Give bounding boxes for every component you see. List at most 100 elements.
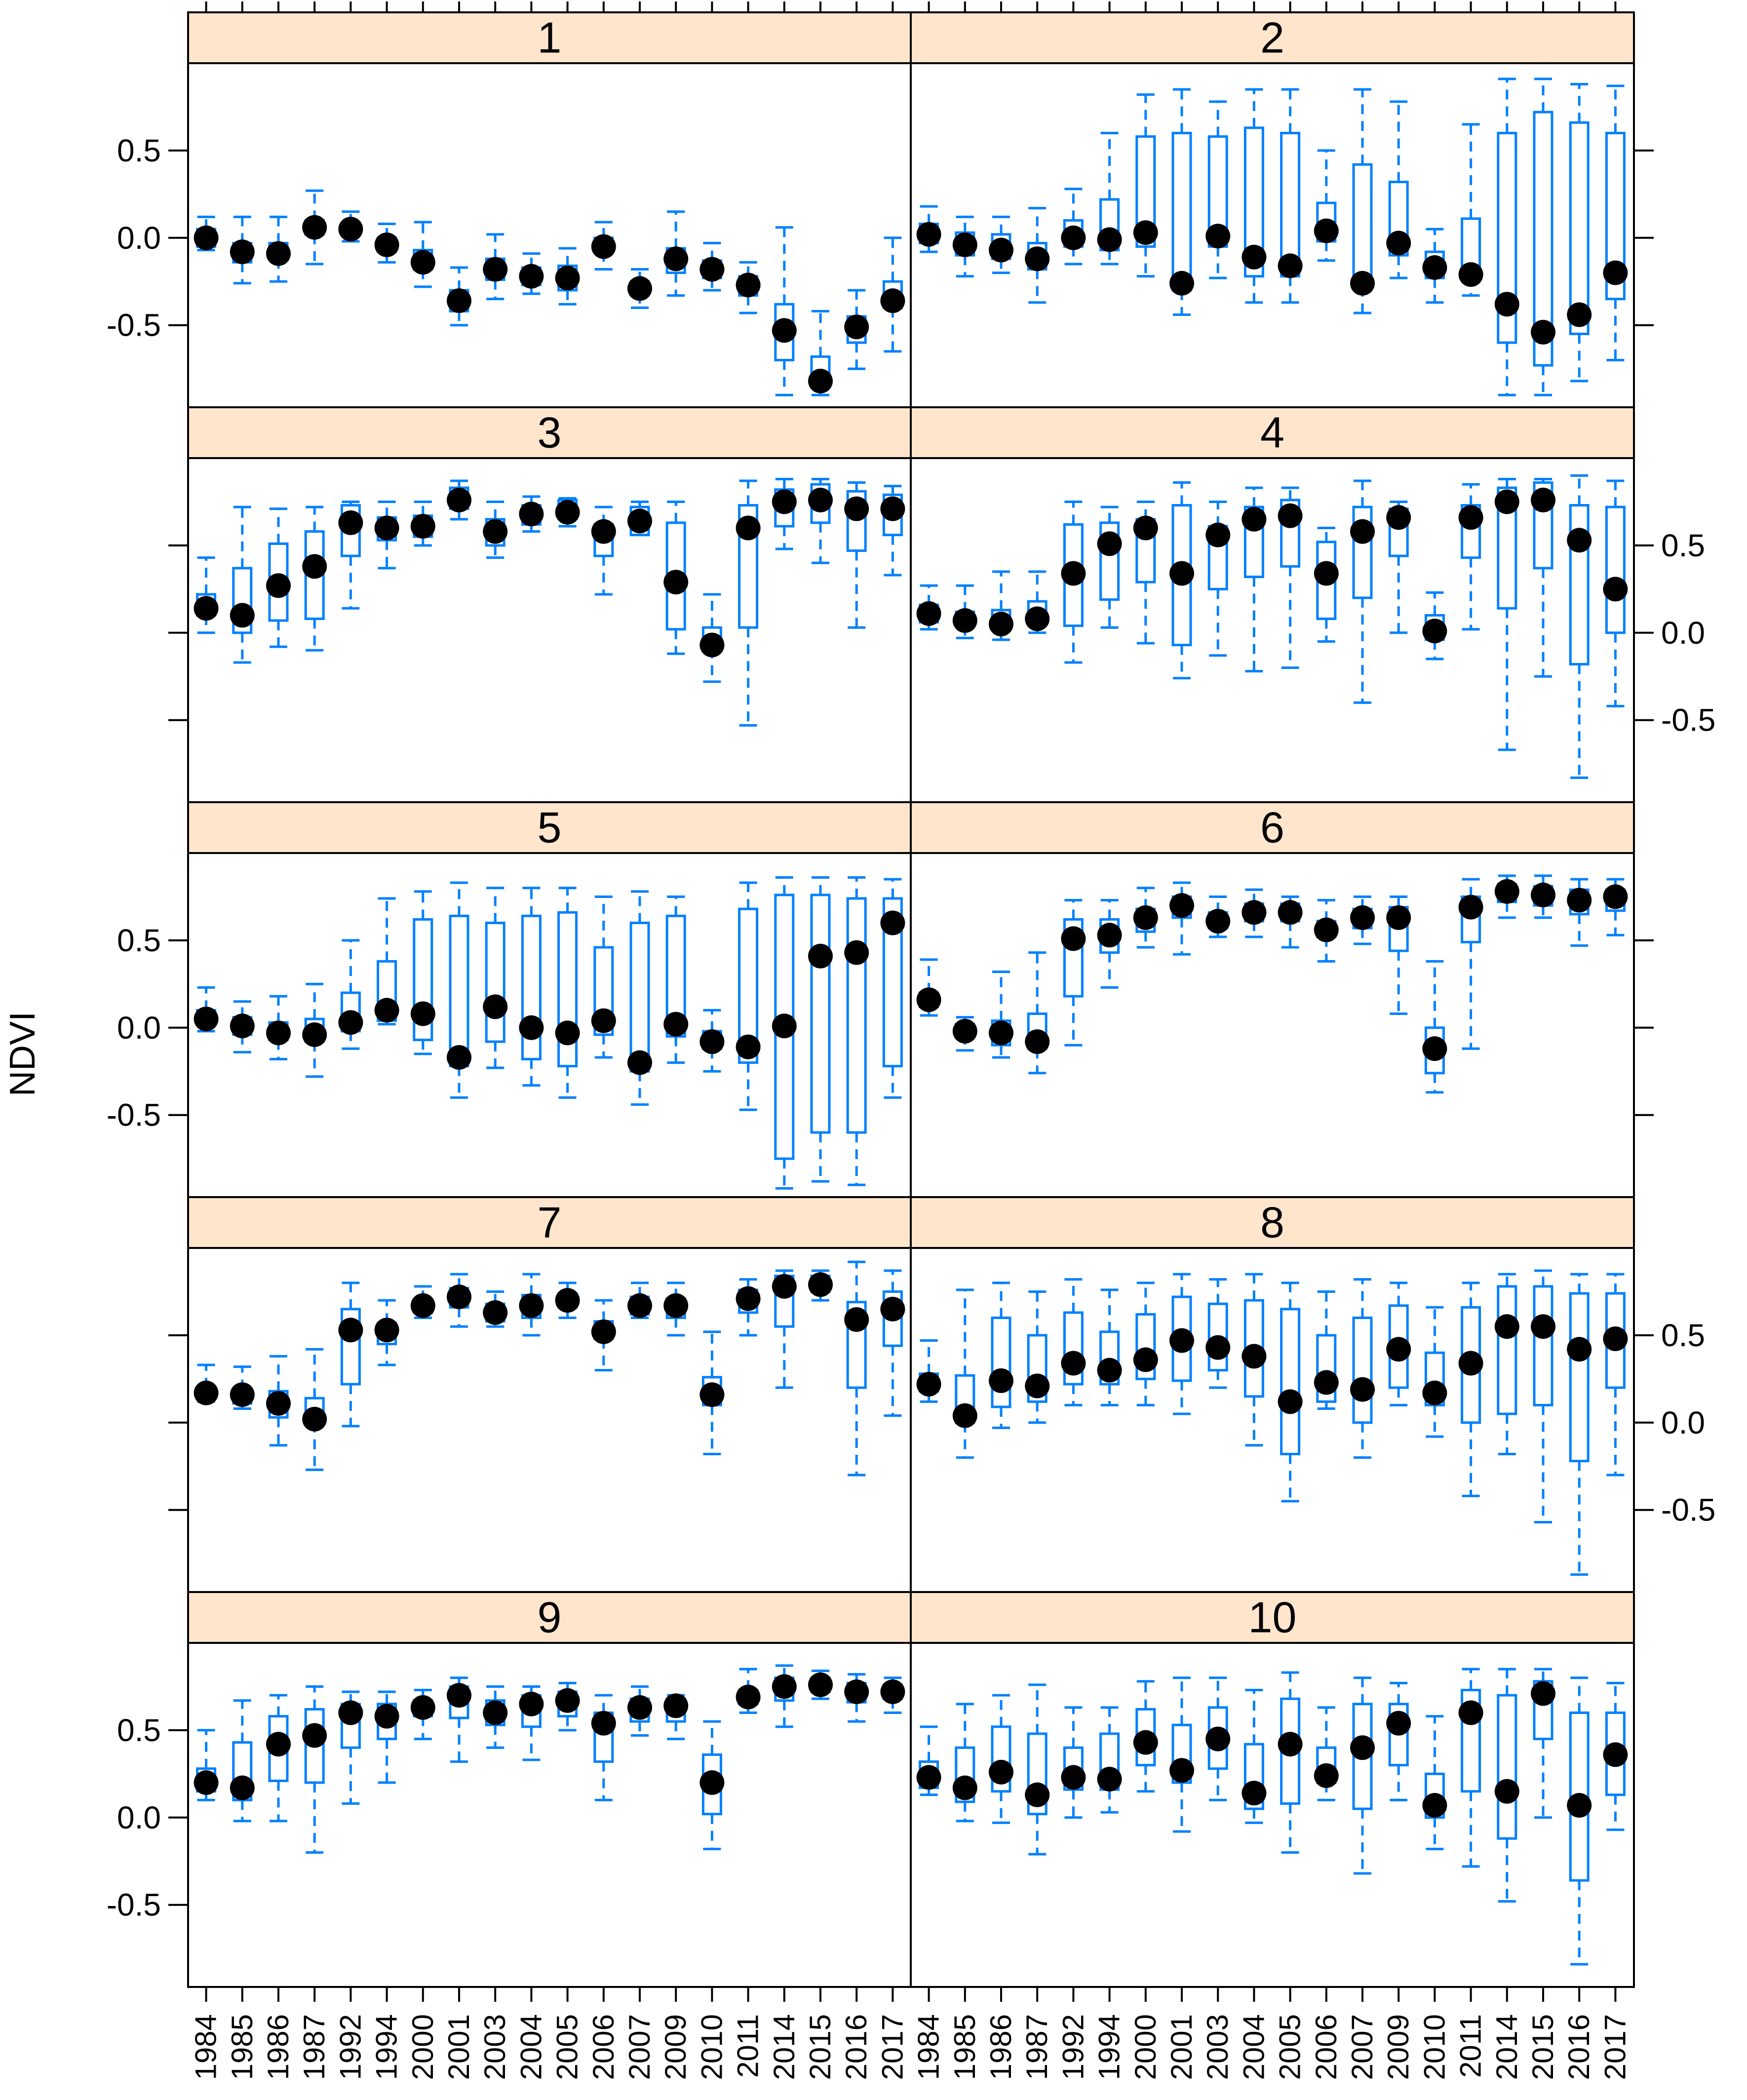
median-dot <box>1458 1351 1483 1376</box>
box-5-2005 <box>555 887 580 1099</box>
box-9-1984 <box>194 1729 219 1801</box>
median-dot <box>374 998 399 1023</box>
median-dot <box>663 1011 689 1037</box>
iqr-box <box>1605 132 1626 301</box>
iqr-box <box>1099 521 1120 601</box>
box-7-1985 <box>230 1365 255 1410</box>
box-8-2011 <box>1458 1282 1483 1497</box>
iqr-box <box>1027 1732 1048 1816</box>
median-dot <box>1133 1730 1158 1755</box>
median-dot <box>1278 503 1303 528</box>
iqr-box <box>882 897 903 1068</box>
iqr-box <box>1569 504 1590 665</box>
box-4-1987 <box>1025 570 1050 634</box>
box-7-2001 <box>447 1273 471 1328</box>
median-dot <box>302 215 327 240</box>
median-dot <box>844 1307 869 1332</box>
median-dot <box>1494 879 1519 904</box>
median-dot <box>663 246 689 272</box>
box-4-2015 <box>1531 477 1555 678</box>
x-tick-label-2003: 2003 <box>478 2014 511 2080</box>
box-4-2001 <box>1169 481 1194 680</box>
iqr-box <box>1497 1285 1517 1415</box>
x-tick-label-1992: 1992 <box>1056 2014 1089 2080</box>
panel-6: 6 <box>910 801 1635 1198</box>
box-1-2006 <box>591 221 616 271</box>
x-tick-label-2016: 2016 <box>1562 2014 1595 2080</box>
x-tick-label-1987: 1987 <box>298 2014 331 2080</box>
iqr-box <box>882 1290 903 1347</box>
median-dot <box>1494 1314 1519 1339</box>
median-dot <box>302 554 327 579</box>
box-10-1987 <box>1025 1683 1050 1856</box>
box-3-2017 <box>880 485 905 577</box>
y-tick-label: 0.5 <box>117 1712 161 1748</box>
median-dot <box>699 1770 725 1795</box>
median-dot <box>1205 1335 1231 1360</box>
box-9-2009 <box>663 1693 689 1741</box>
box-8-2016 <box>1567 1273 1592 1576</box>
box-3-2016 <box>844 481 869 629</box>
box-7-1987 <box>302 1348 327 1471</box>
box-7-2005 <box>555 1282 580 1320</box>
x-tick-label-2015: 2015 <box>1526 2014 1559 2080</box>
median-dot <box>1531 882 1555 907</box>
box-3-1987 <box>302 506 327 652</box>
median-dot <box>1314 561 1339 586</box>
median-dot <box>591 1711 616 1736</box>
y-axis-left-row-3: -0.5 0.0 0.5 <box>107 923 188 1133</box>
box-9-2014 <box>772 1664 797 1728</box>
panel-frame <box>910 62 1635 408</box>
iqr-box <box>1135 135 1156 248</box>
x-tick-label-1994: 1994 <box>370 2014 403 2080</box>
iqr-box <box>1316 1334 1337 1403</box>
median-dot <box>519 1691 544 1716</box>
median-dot <box>1458 1700 1483 1725</box>
y-tick-label: 0.0 <box>117 1800 161 1835</box>
median-dot <box>1242 1344 1267 1369</box>
box-5-1985 <box>230 1000 255 1053</box>
box-3-1992 <box>338 500 363 610</box>
panel-7: 7 <box>187 1196 912 1593</box>
median-dot <box>374 232 399 257</box>
box-8-2010 <box>1422 1306 1447 1438</box>
median-dot <box>627 1695 652 1720</box>
median-dot <box>1061 225 1086 250</box>
y-axis-left-row-1: -0.5 0.0 0.5 <box>107 133 188 343</box>
median-dot <box>1278 1732 1303 1757</box>
x-tick-label-1984: 1984 <box>190 2014 223 2080</box>
x-tick-label-2006: 2006 <box>1310 2014 1343 2080</box>
median-dot <box>952 1403 977 1428</box>
median-dot <box>699 1029 725 1054</box>
median-dot <box>952 608 977 633</box>
box-5-2009 <box>663 895 689 1064</box>
y-tick-label: -0.5 <box>1661 1492 1715 1528</box>
strip-label: 8 <box>1260 1198 1284 1247</box>
median-dot <box>916 222 941 247</box>
median-dot <box>230 1013 255 1039</box>
median-dot <box>338 1318 363 1343</box>
median-dot <box>1025 606 1050 631</box>
median-dot <box>663 1693 689 1718</box>
median-dot <box>302 1723 327 1748</box>
y-tick-label: 0.0 <box>1661 615 1705 651</box>
median-dot <box>808 1672 833 1697</box>
iqr-box <box>1171 132 1192 292</box>
box-3-2015 <box>808 477 833 564</box>
x-tick-label-2016: 2016 <box>840 2014 873 2080</box>
box-6-2001 <box>1169 881 1194 956</box>
y-tick-label: -0.5 <box>107 1097 161 1133</box>
iqr-box <box>846 1301 867 1389</box>
box-3-2005 <box>555 497 580 528</box>
strip-2 <box>910 11 1635 64</box>
box-3-2004 <box>519 495 544 533</box>
box-8-2005 <box>1278 1282 1303 1503</box>
box-3-2011 <box>736 479 761 727</box>
median-dot <box>699 1382 725 1407</box>
box-8-1987 <box>1025 1290 1050 1424</box>
iqr-box <box>1027 1334 1048 1403</box>
median-dot <box>1531 1681 1555 1706</box>
median-dot <box>1278 900 1303 925</box>
iqr-box <box>1497 132 1517 344</box>
median-dot <box>627 508 652 534</box>
